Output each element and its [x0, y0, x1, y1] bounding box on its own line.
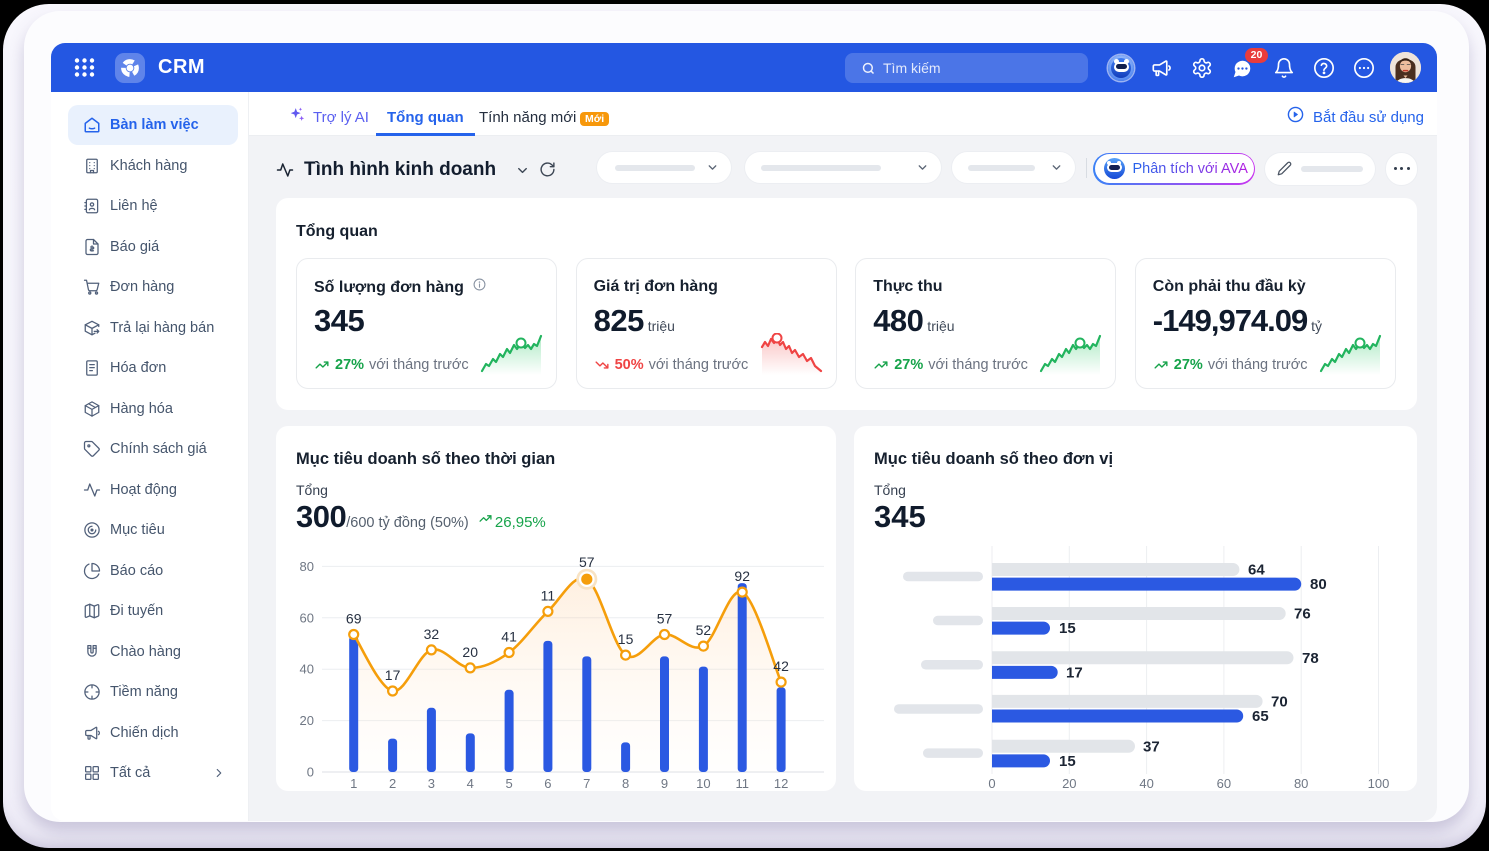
svg-text:15: 15 [1059, 620, 1076, 637]
svg-text:15: 15 [1059, 753, 1076, 770]
svg-text:40: 40 [1139, 776, 1153, 791]
svg-text:12: 12 [774, 776, 788, 791]
svg-text:57: 57 [657, 611, 673, 627]
svg-text:80: 80 [1310, 576, 1327, 593]
svg-text:9: 9 [661, 776, 668, 791]
svg-text:20: 20 [462, 644, 478, 660]
svg-text:41: 41 [501, 629, 517, 645]
svg-text:4: 4 [467, 776, 474, 791]
svg-text:0: 0 [988, 776, 995, 791]
svg-text:57: 57 [579, 554, 595, 570]
svg-text:15: 15 [618, 631, 634, 647]
svg-text:64: 64 [1248, 562, 1265, 579]
svg-text:80: 80 [300, 559, 314, 574]
svg-text:20: 20 [1062, 776, 1076, 791]
svg-text:65: 65 [1252, 708, 1269, 725]
svg-text:6: 6 [544, 776, 551, 791]
svg-text:92: 92 [734, 568, 750, 584]
svg-text:20: 20 [300, 713, 314, 728]
svg-text:7: 7 [583, 776, 590, 791]
svg-text:40: 40 [300, 662, 314, 677]
svg-text:3: 3 [428, 776, 435, 791]
svg-text:17: 17 [385, 667, 401, 683]
svg-text:17: 17 [1066, 664, 1083, 681]
svg-text:100: 100 [1368, 776, 1390, 791]
svg-text:10: 10 [696, 776, 710, 791]
svg-text:5: 5 [505, 776, 512, 791]
svg-text:60: 60 [1217, 776, 1231, 791]
svg-text:70: 70 [1271, 693, 1288, 710]
svg-text:60: 60 [300, 610, 314, 625]
svg-text:76: 76 [1294, 606, 1311, 623]
svg-text:32: 32 [424, 626, 440, 642]
svg-text:78: 78 [1302, 650, 1319, 667]
svg-text:2: 2 [389, 776, 396, 791]
svg-text:0: 0 [307, 765, 314, 780]
svg-text:42: 42 [773, 658, 789, 674]
svg-text:11: 11 [735, 776, 749, 791]
svg-text:69: 69 [346, 611, 362, 627]
svg-text:8: 8 [622, 776, 629, 791]
svg-text:52: 52 [696, 622, 712, 638]
svg-text:11: 11 [541, 587, 556, 603]
svg-text:1: 1 [350, 776, 357, 791]
svg-text:37: 37 [1143, 738, 1160, 755]
svg-text:80: 80 [1294, 776, 1308, 791]
